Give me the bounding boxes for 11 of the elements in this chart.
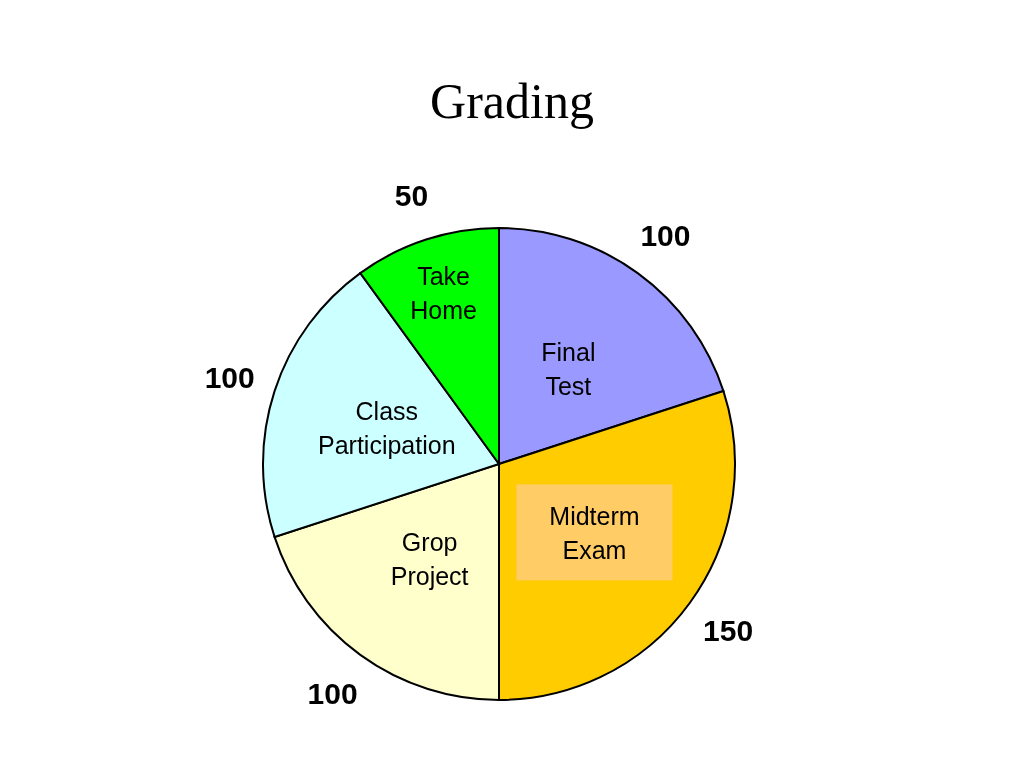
chart-title: Grading (430, 73, 594, 129)
slice-label: Midterm Exam (549, 502, 640, 565)
slice-label: Final Test (541, 337, 596, 400)
data-label: 150 (703, 614, 754, 648)
data-label: 100 (204, 360, 255, 394)
slice-label: Class Participation (317, 396, 456, 459)
slice-label: Grop Project (390, 528, 469, 591)
data-label: 100 (307, 677, 358, 711)
data-label: 50 (394, 178, 429, 212)
data-label: 100 (640, 218, 691, 252)
slice-label: Take Home (410, 262, 477, 325)
